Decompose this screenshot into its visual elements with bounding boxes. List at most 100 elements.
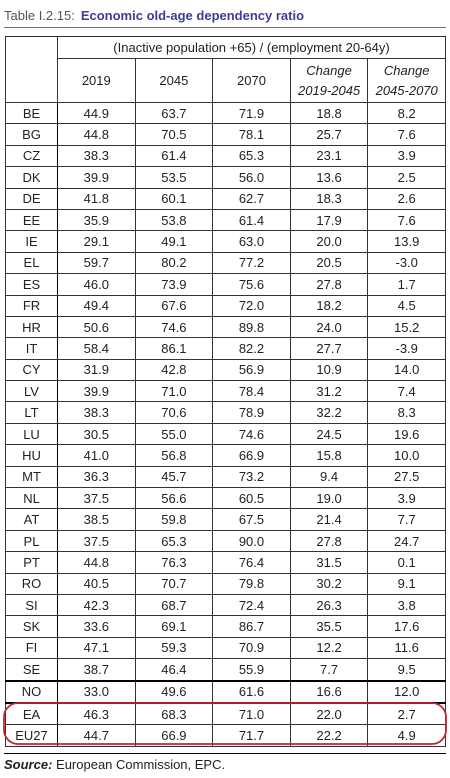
table-cell: 56.8 xyxy=(134,444,214,467)
table-cell: 20.5 xyxy=(289,251,369,275)
table-row: FI 47.1 59.3 70.9 12.2 11.6 xyxy=(5,636,446,660)
table-cell: 65.3 xyxy=(134,529,214,553)
table-cell: 7.7 xyxy=(289,658,369,682)
table-cell: 3.9 xyxy=(367,144,446,168)
table-cell: 61.6 xyxy=(212,680,291,704)
table-row: EU27 44.7 66.9 71.7 22.2 4.9 xyxy=(5,724,446,747)
country-cell: FI xyxy=(5,636,58,660)
country-cell: EE xyxy=(5,208,58,232)
table-row: ES 46.0 73.9 75.6 27.8 1.7 xyxy=(5,273,446,296)
table-title: Economic old-age dependency ratio xyxy=(80,8,305,23)
table-cell: 39.9 xyxy=(57,166,136,189)
table-cell: 75.6 xyxy=(212,273,291,296)
table-row: HU 41.0 56.8 66.9 15.8 10.0 xyxy=(5,444,446,467)
table-cell: 61.4 xyxy=(212,208,291,232)
table-cell: 66.9 xyxy=(134,724,214,747)
group-header: (Inactive population +65) / (employment … xyxy=(57,36,446,59)
table-cell: 22.2 xyxy=(289,724,369,747)
table-cell: -3.0 xyxy=(367,251,446,275)
table-cell: 27.8 xyxy=(289,273,369,296)
table-cell: 58.4 xyxy=(57,337,136,360)
table-cell: 71.0 xyxy=(134,380,214,403)
table-cell: 13.9 xyxy=(367,230,446,253)
table-cell: 1.7 xyxy=(367,273,446,296)
table-cell: 71.7 xyxy=(212,724,291,747)
column-header: Change 2045-2070 xyxy=(367,58,446,103)
table-row: RO 40.5 70.7 79.8 30.2 9.1 xyxy=(5,572,446,595)
table-row: LV 39.9 71.0 78.4 31.2 7.4 xyxy=(5,380,446,403)
data-table: (Inactive population +65) / (employment … xyxy=(5,36,446,747)
table-cell: 55.9 xyxy=(212,658,291,682)
table-cell: 26.3 xyxy=(289,593,369,617)
table-cell: 49.4 xyxy=(57,294,136,317)
table-cell: 46.4 xyxy=(134,658,214,682)
table-label: Table I.2.15: xyxy=(4,8,75,23)
table-cell: 79.8 xyxy=(212,572,291,595)
table-row: SK 33.6 69.1 86.7 35.5 17.6 xyxy=(5,615,446,638)
table-cell: 31.2 xyxy=(289,380,369,403)
table-cell: 33.0 xyxy=(57,680,136,704)
table-row: HR 50.6 74.6 89.8 24.0 15.2 xyxy=(5,315,446,339)
country-cell: PL xyxy=(5,529,58,553)
table-cell: 30.2 xyxy=(289,572,369,595)
table-cell: 24.0 xyxy=(289,315,369,339)
country-cell: SK xyxy=(5,615,58,638)
table-cell: 90.0 xyxy=(212,529,291,553)
country-cell: CY xyxy=(5,358,58,382)
column-header: 2045 xyxy=(134,58,214,103)
table-row: PT 44.8 76.3 76.4 31.5 0.1 xyxy=(5,551,446,574)
table-cell: 49.1 xyxy=(134,230,214,253)
country-cell: LV xyxy=(5,380,58,403)
country-cell: HR xyxy=(5,315,58,339)
table-cell: 65.3 xyxy=(212,144,291,168)
table-cell: 60.5 xyxy=(212,487,291,510)
table-cell: 59.7 xyxy=(57,251,136,275)
table-cell: 49.6 xyxy=(134,680,214,704)
table-cell: 29.1 xyxy=(57,230,136,253)
table-row: SI 42.3 68.7 72.4 26.3 3.8 xyxy=(5,593,446,617)
table-cell: 45.7 xyxy=(134,465,214,489)
table-cell: 3.8 xyxy=(367,593,446,617)
table-row: NO 33.0 49.6 61.6 16.6 12.0 xyxy=(5,680,446,704)
table-cell: 9.5 xyxy=(367,658,446,682)
table-cell: 72.4 xyxy=(212,593,291,617)
table-row: EL 59.7 80.2 77.2 20.5 -3.0 xyxy=(5,251,446,275)
source-text: European Commission, EPC. xyxy=(56,757,226,772)
table-row: MT 36.3 45.7 73.2 9.4 27.5 xyxy=(5,465,446,489)
table-cell: -3.9 xyxy=(367,337,446,360)
table-cell: 70.9 xyxy=(212,636,291,660)
table-row: CZ 38.3 61.4 65.3 23.1 3.9 xyxy=(5,144,446,168)
table-row: SE 38.7 46.4 55.9 7.7 9.5 xyxy=(5,658,446,682)
table-cell: 12.2 xyxy=(289,636,369,660)
table-row: DK 39.9 53.5 56.0 13.6 2.5 xyxy=(5,166,446,189)
header-row: 2019 2045 2070 Change 2019-2045 Change 2045-20… xyxy=(6,58,446,103)
table-cell: 55.0 xyxy=(134,422,214,446)
table-row: IT 58.4 86.1 82.2 27.7 -3.9 xyxy=(5,337,446,360)
table-cell: 27.5 xyxy=(367,465,446,489)
table-cell: 44.7 xyxy=(57,724,136,747)
table-row: NL 37.5 56.6 60.5 19.0 3.9 xyxy=(5,487,446,510)
country-cell: BG xyxy=(5,123,58,146)
table-cell: 15.2 xyxy=(367,315,446,339)
table-row: PL 37.5 65.3 90.0 27.8 24.7 xyxy=(5,529,446,553)
source-label: Source: xyxy=(4,757,53,772)
header-row: (Inactive population +65) / (employment … xyxy=(5,36,446,103)
table-cell: 35.5 xyxy=(289,615,369,638)
table-cell: 47.1 xyxy=(57,636,136,660)
table-cell: 7.6 xyxy=(367,208,446,232)
table-cell: 44.9 xyxy=(57,101,136,125)
table-cell: 71.9 xyxy=(212,101,291,125)
table-cell: 11.6 xyxy=(367,636,446,660)
table-header: Table I.2.15: Economic old-age dependency… xyxy=(4,8,446,28)
table-cell: 24.7 xyxy=(367,529,446,553)
table-cell: 20.0 xyxy=(289,230,369,253)
table-cell: 40.5 xyxy=(57,572,136,595)
table-cell: 30.5 xyxy=(57,422,136,446)
highlight-ellipse xyxy=(3,702,447,745)
country-cell: DE xyxy=(5,187,58,210)
column-header-line: Change xyxy=(383,62,430,78)
country-cell: FR xyxy=(5,294,58,317)
table-cell: 12.0 xyxy=(367,680,446,704)
